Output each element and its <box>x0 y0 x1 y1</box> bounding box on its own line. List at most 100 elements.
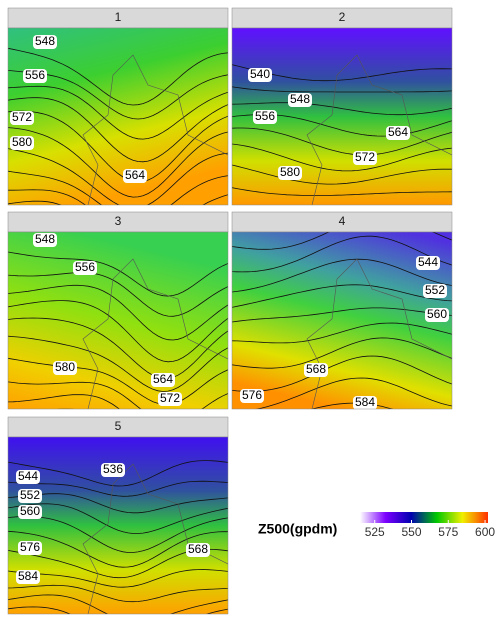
contour-label: 556 <box>75 260 95 274</box>
panel-border <box>231 27 453 206</box>
label-bg <box>33 35 57 49</box>
label-bg <box>16 470 40 484</box>
contour-label: 544 <box>18 469 38 483</box>
contour-line <box>8 127 228 198</box>
contour-line <box>8 300 228 363</box>
contour-line <box>8 584 228 603</box>
contour-line <box>8 170 228 205</box>
contour-label: 572 <box>12 110 32 124</box>
panel-border <box>7 231 229 410</box>
contour-line <box>232 164 452 185</box>
contour-label: 560 <box>427 307 447 321</box>
coastline <box>82 258 228 409</box>
map-field <box>8 28 228 205</box>
contour-line <box>8 148 228 205</box>
label-bg <box>123 169 147 183</box>
label-bg <box>151 373 175 387</box>
coastline <box>82 54 228 205</box>
label-bg <box>10 111 34 125</box>
contour-line <box>8 272 228 317</box>
legend: 525 550 575 600 <box>360 512 495 539</box>
contour-label: 556 <box>25 68 45 82</box>
label-bg <box>158 392 182 406</box>
contour-line <box>232 284 452 308</box>
contour-line <box>232 187 452 196</box>
contour-line <box>8 200 62 205</box>
contour-line <box>232 258 452 293</box>
panel-title: 5 <box>115 419 122 433</box>
contour-line <box>8 381 228 409</box>
contour-line <box>8 97 228 163</box>
panel-border <box>7 27 229 206</box>
contour-label: 576 <box>242 388 262 402</box>
map-field <box>8 232 228 409</box>
contour-line <box>232 143 452 172</box>
contour-label: 552 <box>20 488 40 502</box>
contour-line <box>232 235 452 273</box>
contour-line <box>8 189 228 205</box>
label-bg <box>73 261 97 275</box>
contour-label: 560 <box>20 504 40 518</box>
panels: 1548556572580564254054855656457258035485… <box>7 7 457 615</box>
label-bg <box>278 166 302 180</box>
contour-label: 556 <box>255 109 275 123</box>
panel-border <box>231 231 453 410</box>
label-bg <box>18 505 42 519</box>
contour-line <box>227 428 457 444</box>
coastline <box>306 54 452 205</box>
contour-label: 572 <box>160 391 180 405</box>
contour-line <box>232 232 452 250</box>
contour-line <box>232 337 452 369</box>
panel-title: 1 <box>115 10 122 24</box>
contour-line <box>232 127 452 156</box>
label-bg <box>101 463 125 477</box>
contour-label: 580 <box>55 360 75 374</box>
label-bg <box>240 389 264 403</box>
label-bg <box>18 489 42 503</box>
contour-label: 572 <box>355 150 375 164</box>
contour-label: 576 <box>20 540 40 554</box>
contour-line <box>8 569 228 588</box>
panel-title: 3 <box>115 214 122 228</box>
contour-label: 564 <box>153 372 173 386</box>
panel: 2 540 548 556 564 572 580 <box>231 7 453 206</box>
panel-border <box>7 436 229 615</box>
contour-label: 580 <box>280 165 300 179</box>
contour-label: 552 <box>425 283 445 297</box>
contour-line <box>8 284 228 341</box>
contour-line <box>310 402 394 409</box>
label-bg <box>353 396 377 409</box>
label-bg <box>18 541 42 555</box>
contour-line <box>8 594 228 614</box>
contour-line <box>8 606 228 614</box>
contour-line <box>8 394 120 409</box>
contours: 536 544 552 560 576 584 568 <box>8 460 228 614</box>
label-bg <box>33 233 57 247</box>
label-bg <box>304 363 328 377</box>
contour-label: 584 <box>355 395 375 409</box>
label-bg <box>253 110 277 124</box>
contours: 548 556 580 564 572 <box>8 232 228 409</box>
contour-label: 548 <box>35 232 55 246</box>
contour-line <box>8 335 228 392</box>
label-bg <box>53 361 77 375</box>
contour-label: 536 <box>103 462 123 476</box>
colorbar-tick-label: 575 <box>438 525 458 539</box>
contour-line <box>232 307 452 323</box>
colorbar-tick-label: 600 <box>475 525 495 539</box>
contour-line <box>255 377 452 409</box>
contour-line <box>232 102 452 116</box>
contour-line <box>8 480 228 497</box>
contour-line <box>232 355 452 392</box>
label-bg <box>248 68 272 82</box>
colorbar-tick-label: 525 <box>365 525 385 539</box>
contour-line <box>8 503 228 534</box>
contours: 540 548 556 564 572 580 <box>232 54 452 205</box>
label-bg <box>423 284 447 298</box>
contour-label: 548 <box>35 34 55 48</box>
contour-label: 544 <box>418 255 438 269</box>
contour-label: 564 <box>388 125 408 139</box>
legend-title: Z500(gpdm) <box>258 521 337 537</box>
contour-line <box>8 85 228 140</box>
